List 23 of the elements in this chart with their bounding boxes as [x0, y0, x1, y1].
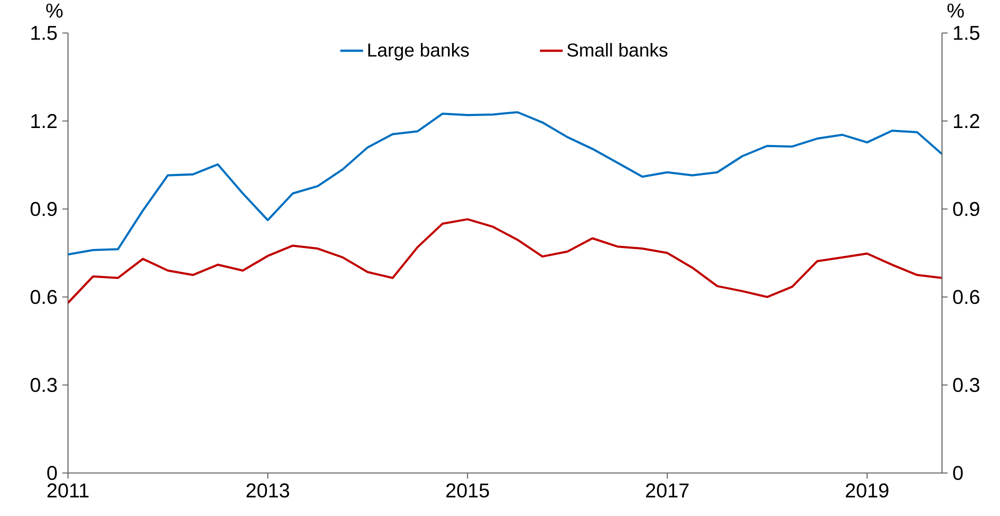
y2-tick-label: 0	[953, 466, 963, 480]
y2-tick-label: 1.5	[954, 26, 980, 40]
y2-axis-title: %	[947, 4, 964, 18]
x-tick-label: 2013	[246, 483, 290, 498]
y-axis-title: %	[46, 4, 63, 18]
y-tick-label: 0.9	[30, 202, 57, 216]
legend-label: Large banks	[368, 42, 469, 60]
y2-tick-label: 1.2	[954, 114, 980, 128]
x-tick-label: 2011	[48, 483, 89, 498]
line-series	[68, 218, 942, 304]
y-tick-label: 0.3	[30, 378, 57, 392]
y-tick-label: 1.5	[31, 26, 57, 40]
x-tick-label: 2017	[646, 483, 689, 498]
y-tick-label: 0.6	[30, 290, 57, 304]
x-tick-label: 2015	[446, 483, 489, 498]
y2-tick-label: 0.6	[953, 290, 980, 304]
legend-label: Small banks	[567, 42, 668, 57]
x-tick-label: 2019	[846, 483, 888, 498]
line-series	[68, 111, 942, 256]
y-tick-label: 0	[47, 466, 57, 480]
y-tick-label: 1.2	[31, 114, 57, 128]
y2-tick-label: 0.3	[953, 378, 980, 392]
y2-tick-label: 0.9	[953, 202, 980, 216]
